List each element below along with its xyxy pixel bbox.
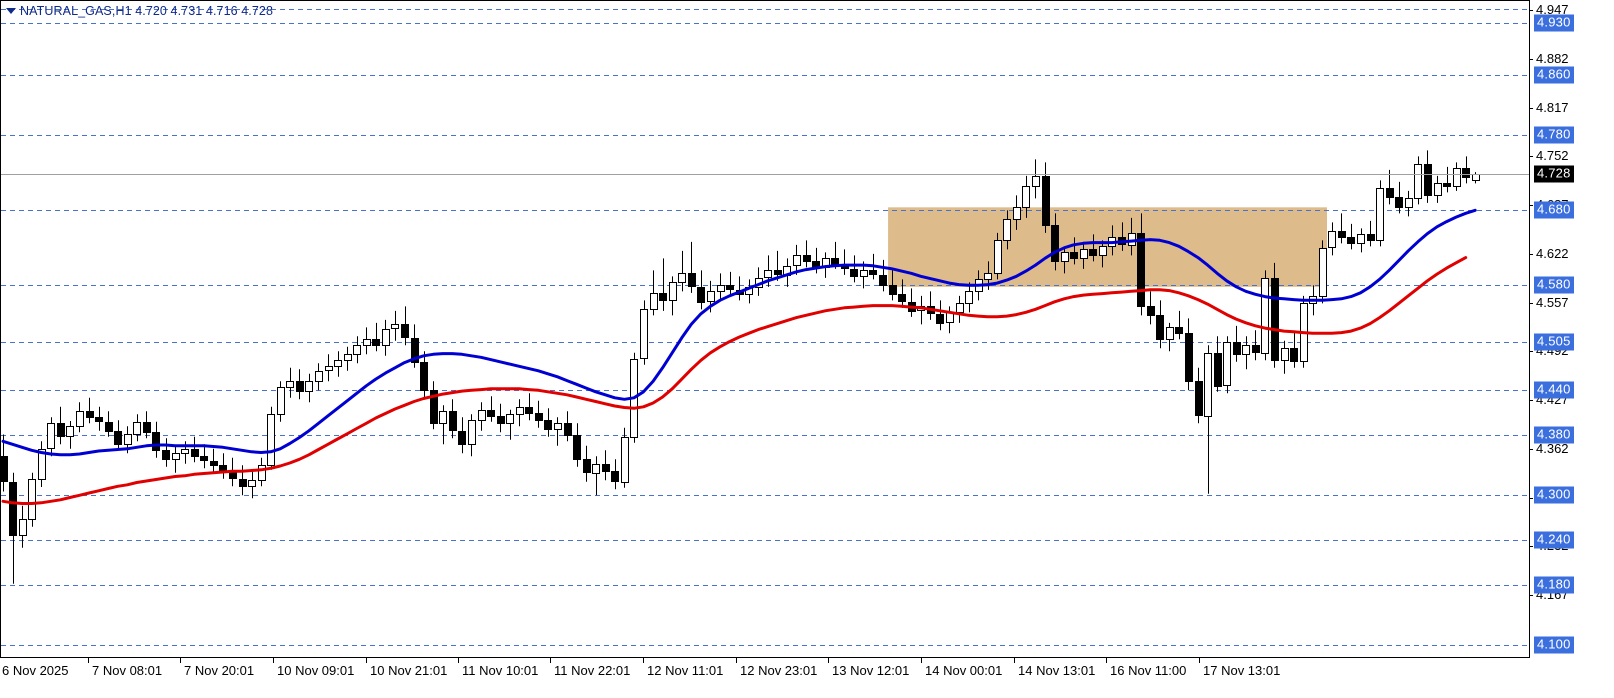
price-level-badge[interactable]: 4.930 — [1534, 14, 1574, 32]
time-axis-label: 16 Nov 11:00 — [1110, 663, 1187, 678]
time-axis-label: 10 Nov 09:01 — [277, 663, 355, 678]
price-tick-mark — [1529, 108, 1533, 109]
price-level-badge[interactable]: 4.580 — [1534, 276, 1574, 294]
price-level-badge[interactable]: 4.380 — [1534, 426, 1574, 444]
time-axis-tick — [736, 658, 737, 663]
triangle-down-icon[interactable] — [6, 7, 16, 14]
price-level-badge[interactable]: 4.440 — [1534, 381, 1574, 399]
chart-symbol-title[interactable]: NATURAL_GAS,H1 4.720 4.731 4.716 4.728 — [6, 5, 273, 18]
price-axis[interactable]: 4.9474.8824.8174.7524.6874.6224.5574.492… — [1529, 0, 1614, 658]
time-axis-tick — [458, 658, 459, 663]
price-level-badge[interactable]: 4.680 — [1534, 201, 1574, 219]
plot-left-border — [0, 0, 1, 658]
time-axis-tick — [1199, 658, 1200, 663]
time-axis-tick — [828, 658, 829, 663]
supply-zone-rectangle[interactable] — [888, 207, 1327, 287]
price-tick-mark — [1529, 205, 1533, 206]
time-axis-label: 13 Nov 12:01 — [832, 663, 910, 678]
price-level-badge[interactable]: 4.100 — [1534, 636, 1574, 654]
time-axis-tick — [1106, 658, 1107, 663]
price-tick-label: 4.557 — [1536, 294, 1569, 310]
time-axis[interactable]: 6 Nov 2025 7 Nov 08:01 7 Nov 20:01 10 Nov 0… — [0, 658, 1614, 698]
time-axis-label: 7 Nov 20:01 — [184, 663, 255, 678]
time-axis-label: 14 Nov 13:01 — [1018, 663, 1096, 678]
price-tick-label: 4.622 — [1536, 245, 1569, 261]
time-axis-tick — [550, 658, 551, 663]
price-tick-mark — [1529, 351, 1533, 352]
time-axis-label: 12 Nov 23:01 — [740, 663, 818, 678]
price-tick-label: 4.752 — [1536, 148, 1569, 164]
price-chart-svg — [0, 9, 1529, 646]
plot-top-border — [0, 0, 1529, 1]
time-axis-tick — [1014, 658, 1015, 663]
chart-plot-area[interactable] — [0, 0, 1529, 658]
ma-fast-line[interactable] — [1, 208, 1477, 457]
price-tick-mark — [1529, 595, 1533, 596]
price-tick-label: 4.362 — [1536, 440, 1569, 456]
time-axis-tick — [643, 658, 644, 663]
price-level-badge[interactable]: 4.300 — [1534, 486, 1574, 504]
time-axis-label: 14 Nov 00:01 — [925, 663, 1003, 678]
time-axis-tick — [366, 658, 367, 663]
time-axis-tick — [180, 658, 181, 663]
price-tick-mark — [1529, 449, 1533, 450]
time-axis-label: 10 Nov 21:01 — [370, 663, 448, 678]
price-tick-mark — [1529, 156, 1533, 157]
price-level-badge[interactable]: 4.505 — [1534, 333, 1574, 351]
price-tick-mark — [1529, 10, 1533, 11]
price-tick-mark — [1529, 546, 1533, 547]
price-level-badge[interactable]: 4.860 — [1534, 66, 1574, 84]
time-axis-label: 12 Nov 11:01 — [647, 663, 724, 678]
plot-bottom-border — [0, 657, 1529, 658]
price-level-badge[interactable]: 4.180 — [1534, 576, 1574, 594]
time-axis-tick — [88, 658, 89, 663]
price-tick-mark — [1529, 59, 1533, 60]
time-axis-label: 17 Nov 13:01 — [1203, 663, 1281, 678]
price-axis-line — [1529, 0, 1530, 658]
price-tick-label: 4.947 — [1536, 2, 1569, 18]
price-tick-mark — [1529, 400, 1533, 401]
time-axis-label: 6 Nov 2025 — [2, 663, 69, 678]
price-tick-mark — [1529, 498, 1533, 499]
time-axis-label: 11 Nov 22:01 — [554, 663, 631, 678]
price-tick-mark — [1529, 254, 1533, 255]
price-tick-label: 4.882 — [1536, 50, 1569, 66]
price-level-badge[interactable]: 4.780 — [1534, 126, 1574, 144]
time-axis-tick — [273, 658, 274, 663]
price-tick-mark — [1529, 303, 1533, 304]
chart-symbol-label: NATURAL_GAS,H1 4.720 4.731 4.716 4.728 — [20, 4, 274, 18]
time-axis-tick — [921, 658, 922, 663]
price-level-badge[interactable]: 4.240 — [1534, 531, 1574, 549]
time-axis-label: 11 Nov 10:01 — [462, 663, 539, 678]
current-price-badge[interactable]: 4.728 — [1534, 165, 1574, 183]
ma-slow-line[interactable] — [1, 256, 1468, 505]
price-tick-label: 4.817 — [1536, 99, 1569, 115]
time-axis-label: 7 Nov 08:01 — [92, 663, 163, 678]
